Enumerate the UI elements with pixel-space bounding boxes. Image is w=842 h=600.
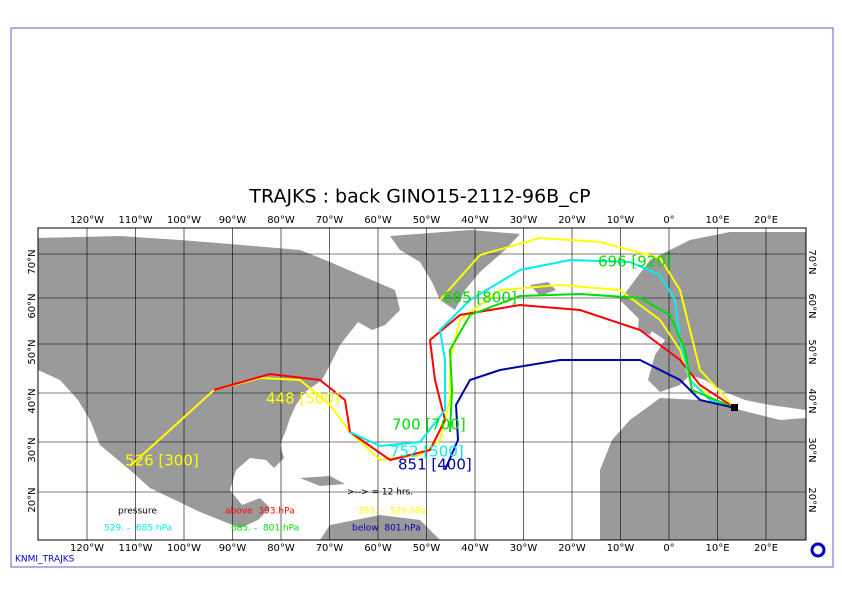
legend-item: 393. - 529.hPa bbox=[358, 507, 426, 517]
lon-label: 100°W bbox=[167, 543, 201, 554]
lon-label: 10°E bbox=[705, 215, 729, 226]
legend-item: 685. - 801.hPa bbox=[231, 524, 299, 534]
title: TRAJKS : back GINO15-2112-96B_cP bbox=[248, 186, 590, 208]
greenland bbox=[390, 230, 520, 310]
lon-label: 20°W bbox=[558, 215, 586, 226]
lon-label: 70°W bbox=[316, 215, 344, 226]
map bbox=[38, 228, 806, 540]
lon-label: 120°W bbox=[70, 215, 104, 226]
legend-item: 529. - 685.hPa bbox=[104, 524, 172, 534]
labels: 120°W 120°W 110°W 110°W 100°W 100°W 90°W 90°W 80… bbox=[15, 215, 817, 565]
lat-label: 70°N bbox=[806, 249, 817, 274]
lon-label: 100°W bbox=[167, 215, 201, 226]
lon-label: 20°W bbox=[558, 543, 586, 554]
legend-title: pressure bbox=[118, 507, 157, 517]
footer: KNMI_TRAJKS bbox=[15, 555, 75, 565]
lon-label: 20°E bbox=[754, 215, 778, 226]
trajectory bbox=[448, 292, 736, 433]
legend-item: above 393.hPa bbox=[225, 507, 295, 517]
trajectory bbox=[129, 283, 736, 467]
lon-label: 110°W bbox=[119, 215, 153, 226]
trajectory-label: 448 [500] bbox=[266, 390, 340, 408]
trajectories bbox=[129, 236, 738, 471]
start-point bbox=[731, 404, 738, 411]
north-america bbox=[38, 236, 400, 528]
lon-label: 60°W bbox=[364, 543, 392, 554]
lat-label: 30°N bbox=[806, 437, 817, 462]
lat-label: 50°N bbox=[27, 339, 38, 364]
trajectory-label: 526 [300] bbox=[125, 452, 199, 470]
europe bbox=[620, 232, 806, 410]
lon-label: 50°W bbox=[413, 543, 441, 554]
legend-item: below 801.hPa bbox=[352, 524, 421, 534]
lon-label: 0° bbox=[663, 215, 674, 226]
hudson-bay bbox=[250, 270, 300, 322]
lon-label: 10°W bbox=[607, 543, 635, 554]
lon-label: 20°E bbox=[754, 543, 778, 554]
logo-ring bbox=[810, 542, 826, 558]
lat-label: 60°N bbox=[806, 293, 817, 318]
trajectory-label: 700 [700] bbox=[392, 416, 466, 434]
trajectory bbox=[444, 359, 736, 471]
africa bbox=[600, 398, 806, 540]
lon-label: 90°W bbox=[219, 543, 247, 554]
lon-label: 110°W bbox=[119, 543, 153, 554]
caribbean bbox=[300, 476, 345, 486]
lon-label: 30°W bbox=[510, 215, 538, 226]
trajectory-label: 851 [400] bbox=[398, 456, 472, 474]
graticule bbox=[37, 227, 807, 541]
trajectory-label: 752 [500] bbox=[390, 443, 464, 461]
lon-label: 80°W bbox=[267, 543, 295, 554]
lon-label: 60°W bbox=[364, 215, 392, 226]
lon-label: 80°W bbox=[267, 215, 295, 226]
trajectory bbox=[213, 303, 736, 462]
lat-label: 30°N bbox=[27, 437, 38, 462]
trajectory-label: 685 [800] bbox=[443, 289, 517, 307]
trajectory bbox=[439, 236, 736, 409]
trajectory-label: 696 [920] bbox=[598, 253, 672, 271]
lon-label: 30°W bbox=[510, 543, 538, 554]
lat-label: 20°N bbox=[806, 487, 817, 512]
lon-label: 40°W bbox=[461, 543, 489, 554]
frame bbox=[10, 27, 834, 568]
south-america bbox=[320, 515, 440, 540]
lon-label: 10°E bbox=[705, 543, 729, 554]
lon-label: 90°W bbox=[219, 215, 247, 226]
lat-label: 20°N bbox=[27, 487, 38, 512]
lat-label: 40°N bbox=[806, 388, 817, 413]
lon-label: 50°W bbox=[413, 215, 441, 226]
logo bbox=[810, 542, 826, 558]
lon-label: 120°W bbox=[70, 543, 104, 554]
trajectory bbox=[349, 258, 736, 448]
lon-label: 70°W bbox=[316, 543, 344, 554]
lat-label: 60°N bbox=[27, 293, 38, 318]
lon-label: 40°W bbox=[461, 215, 489, 226]
lat-label: 70°N bbox=[27, 249, 38, 274]
lat-label: 50°N bbox=[806, 339, 817, 364]
lat-label: 40°N bbox=[27, 388, 38, 413]
lon-label: 0° bbox=[663, 543, 674, 554]
map-border bbox=[37, 227, 807, 541]
legend-interval: >--> = 12 hrs. bbox=[347, 488, 413, 498]
lon-label: 10°W bbox=[607, 215, 635, 226]
